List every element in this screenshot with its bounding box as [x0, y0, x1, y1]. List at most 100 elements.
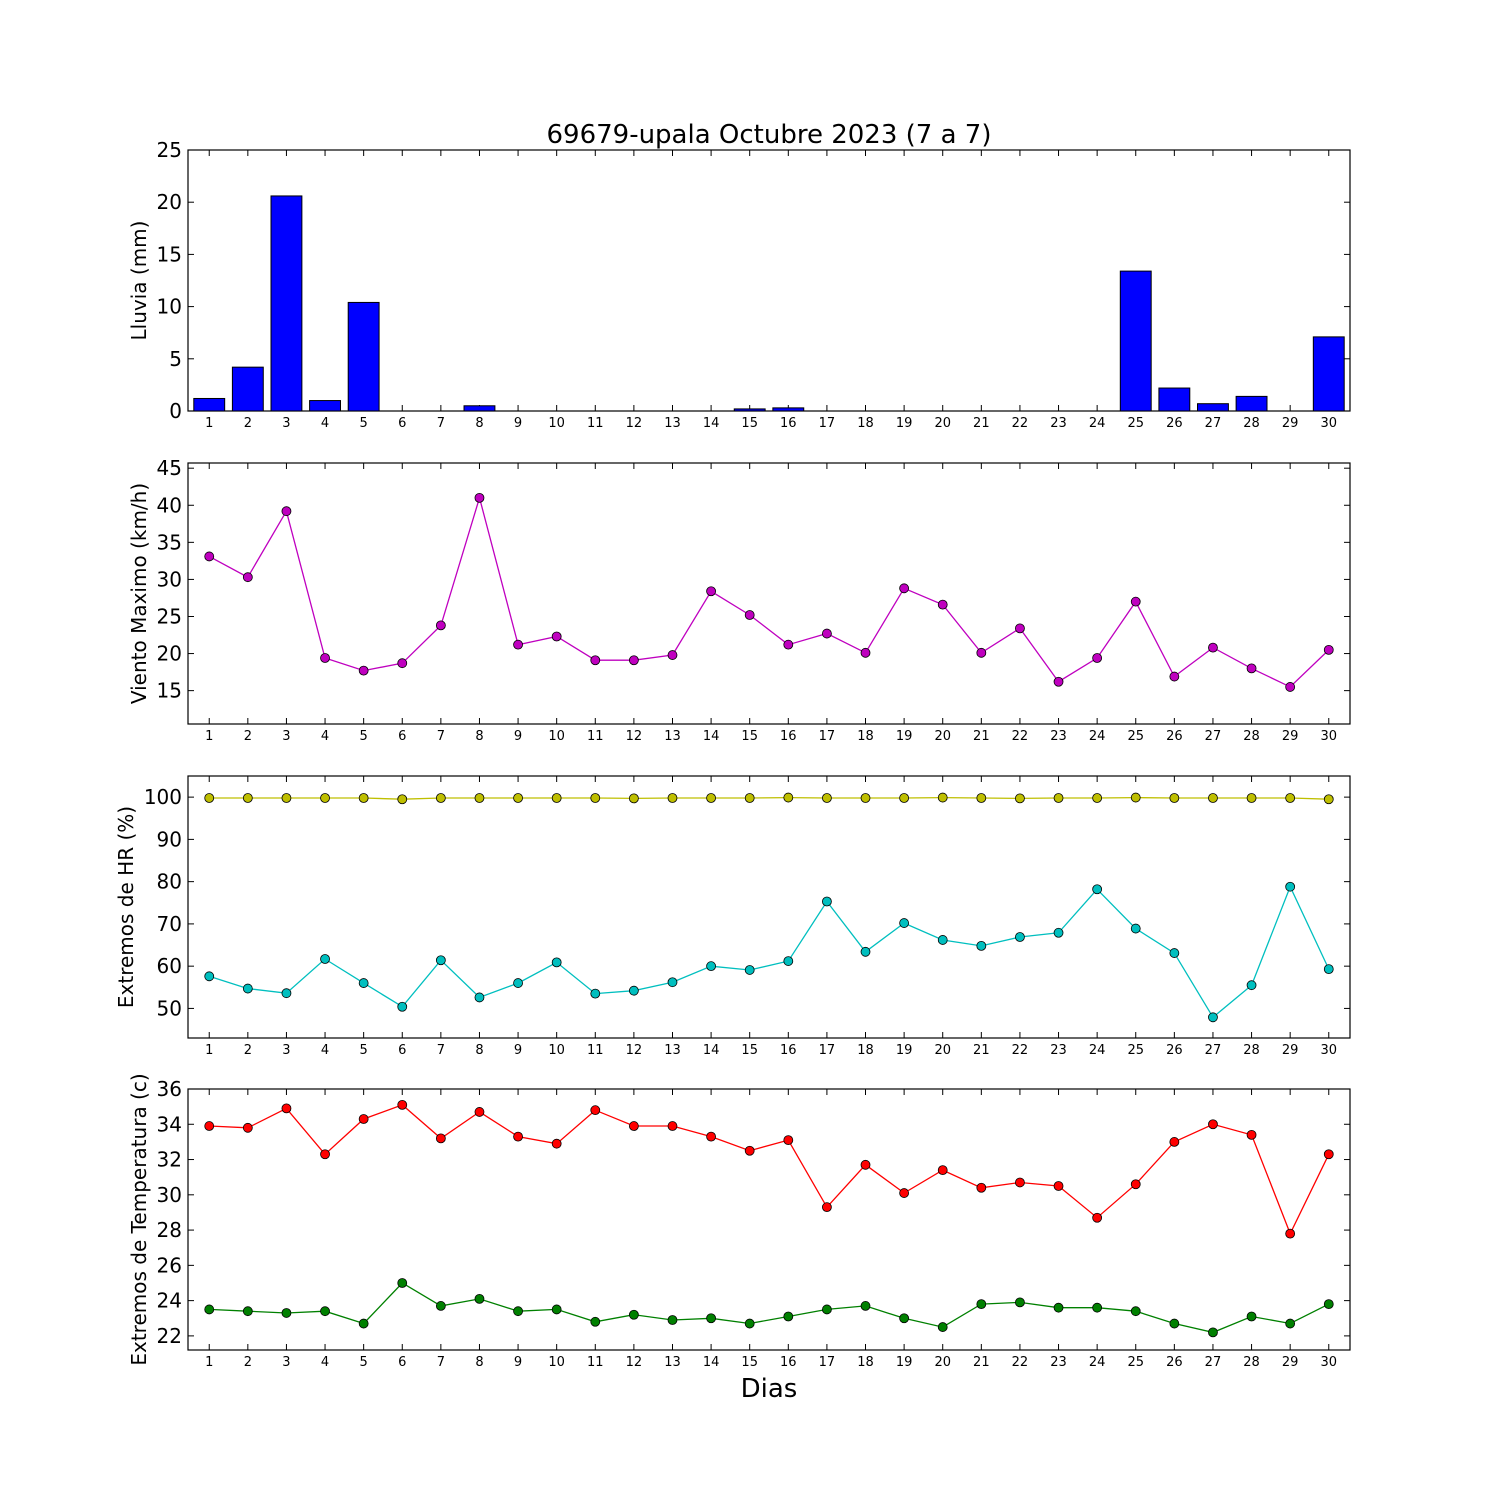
temperature-xtick-label: 27 [1205, 1355, 1222, 1370]
rain-y-axis-label: Lluvia (mm) [127, 221, 151, 341]
wind-point [976, 647, 987, 658]
temperature-point [783, 1135, 794, 1146]
temperature-ytick-label: 30 [157, 1183, 182, 1207]
temperature-point [860, 1159, 871, 1170]
rain-plot-frame [187, 149, 1351, 412]
wind-xtick-label: 7 [437, 729, 445, 744]
temperature-xtick-label: 30 [1320, 1355, 1337, 1370]
wind-xtick-label: 22 [1012, 729, 1029, 744]
rain-xtick-label: 30 [1320, 416, 1337, 431]
temperature-point [590, 1316, 601, 1327]
temperature-ytick-label: 34 [157, 1112, 182, 1136]
humidity-y-axis-label: Extremos de HR (%) [114, 806, 138, 1008]
humidity-point [1053, 793, 1064, 803]
humidity-xtick-label: 26 [1166, 1043, 1183, 1058]
wind-point [937, 599, 948, 610]
rain-xtick-label: 20 [934, 416, 951, 431]
temperature-ytick-label: 22 [157, 1324, 182, 1348]
rain-ytick-label: 15 [157, 242, 182, 266]
temperature-ytick-label: 24 [157, 1289, 182, 1313]
rain-xtick-label: 26 [1166, 416, 1183, 431]
humidity-point [1285, 881, 1296, 892]
wind-xtick-label: 2 [244, 729, 252, 744]
temperature-point [1323, 1149, 1334, 1160]
wind-point [628, 655, 639, 666]
humidity-point [242, 983, 253, 994]
temperature-xtick-label: 22 [1012, 1355, 1029, 1370]
temperature-point [397, 1278, 408, 1288]
temperature-xtick-label: 14 [703, 1355, 720, 1370]
humidity-ytick-label: 50 [157, 996, 182, 1020]
wind-point [744, 610, 755, 620]
wind-point [590, 655, 601, 666]
rain-bar [193, 397, 226, 412]
rain-xtick-label: 5 [360, 416, 368, 431]
humidity-xtick-label: 6 [398, 1043, 406, 1058]
humidity-point [976, 940, 987, 951]
wind-point [1092, 653, 1103, 663]
wind-ytick-label: 40 [157, 493, 182, 517]
wind-xtick-label: 12 [626, 729, 643, 744]
temperature-point [1285, 1318, 1296, 1329]
humidity-xtick-label: 22 [1012, 1043, 1029, 1058]
humidity-xtick-label: 15 [741, 1043, 758, 1058]
humidity-point [590, 988, 601, 999]
temperature-xtick-label: 28 [1243, 1355, 1260, 1370]
temperature-point [706, 1313, 716, 1324]
temperature-point [1053, 1181, 1064, 1191]
temperature-xtick-label: 10 [548, 1355, 565, 1370]
wind-xtick-label: 1 [205, 729, 213, 744]
humidity-ytick-label: 90 [157, 827, 182, 851]
temperature-xtick-label: 13 [664, 1355, 681, 1370]
rain-bar [463, 405, 496, 412]
rain-xtick-label: 12 [626, 416, 643, 431]
rain-xtick-label: 23 [1050, 416, 1067, 431]
temperature-xtick-label: 19 [896, 1355, 913, 1370]
humidity-point [783, 956, 794, 966]
humidity-point [397, 1001, 408, 1012]
rain-xtick-label: 24 [1089, 416, 1106, 431]
wind-point [1246, 663, 1257, 674]
humidity-point [1285, 793, 1296, 803]
wind-xtick-label: 17 [819, 729, 836, 744]
humidity-point [1053, 927, 1064, 938]
wind-xtick-label: 28 [1243, 729, 1260, 744]
temperature-xtick-label: 2 [244, 1355, 252, 1370]
temperature-point [976, 1182, 987, 1193]
rain-bar [733, 408, 766, 412]
temperature-point [320, 1306, 330, 1317]
temperature-point [513, 1306, 523, 1317]
temperature-point [1323, 1299, 1334, 1310]
wind-xtick-label: 25 [1127, 729, 1144, 744]
humidity-point [1246, 980, 1257, 991]
rain-xtick-label: 21 [973, 416, 990, 431]
wind-point [513, 639, 523, 650]
humidity-point [204, 971, 215, 982]
temperature-point [899, 1313, 910, 1324]
wind-xtick-label: 14 [703, 729, 720, 744]
rain-ytick-label: 5 [169, 347, 182, 371]
humidity-xtick-label: 17 [819, 1043, 836, 1058]
humidity-point [320, 793, 330, 803]
humidity-point [551, 957, 562, 968]
rain-xtick-label: 25 [1127, 416, 1144, 431]
temperature-xtick-label: 6 [398, 1355, 406, 1370]
temperature-point [744, 1318, 755, 1329]
rain-bar [309, 400, 341, 412]
wind-ytick-label: 30 [157, 567, 182, 591]
temperature-point [1130, 1179, 1141, 1190]
rain-xtick-label: 1 [205, 416, 213, 431]
temperature-point [1053, 1302, 1064, 1313]
temperature-point [435, 1133, 446, 1144]
humidity-point [1208, 1012, 1218, 1023]
humidity-point [1169, 948, 1180, 958]
rain-bar [1158, 387, 1191, 412]
humidity-point [1323, 964, 1334, 975]
humidity-xtick-label: 20 [934, 1043, 951, 1058]
humidity-xtick-label: 4 [321, 1043, 329, 1058]
humidity-xtick-label: 27 [1205, 1043, 1222, 1058]
temperature-series-line-1 [209, 1282, 1330, 1334]
humidity-xtick-label: 16 [780, 1043, 797, 1058]
humidity-point [822, 793, 832, 803]
